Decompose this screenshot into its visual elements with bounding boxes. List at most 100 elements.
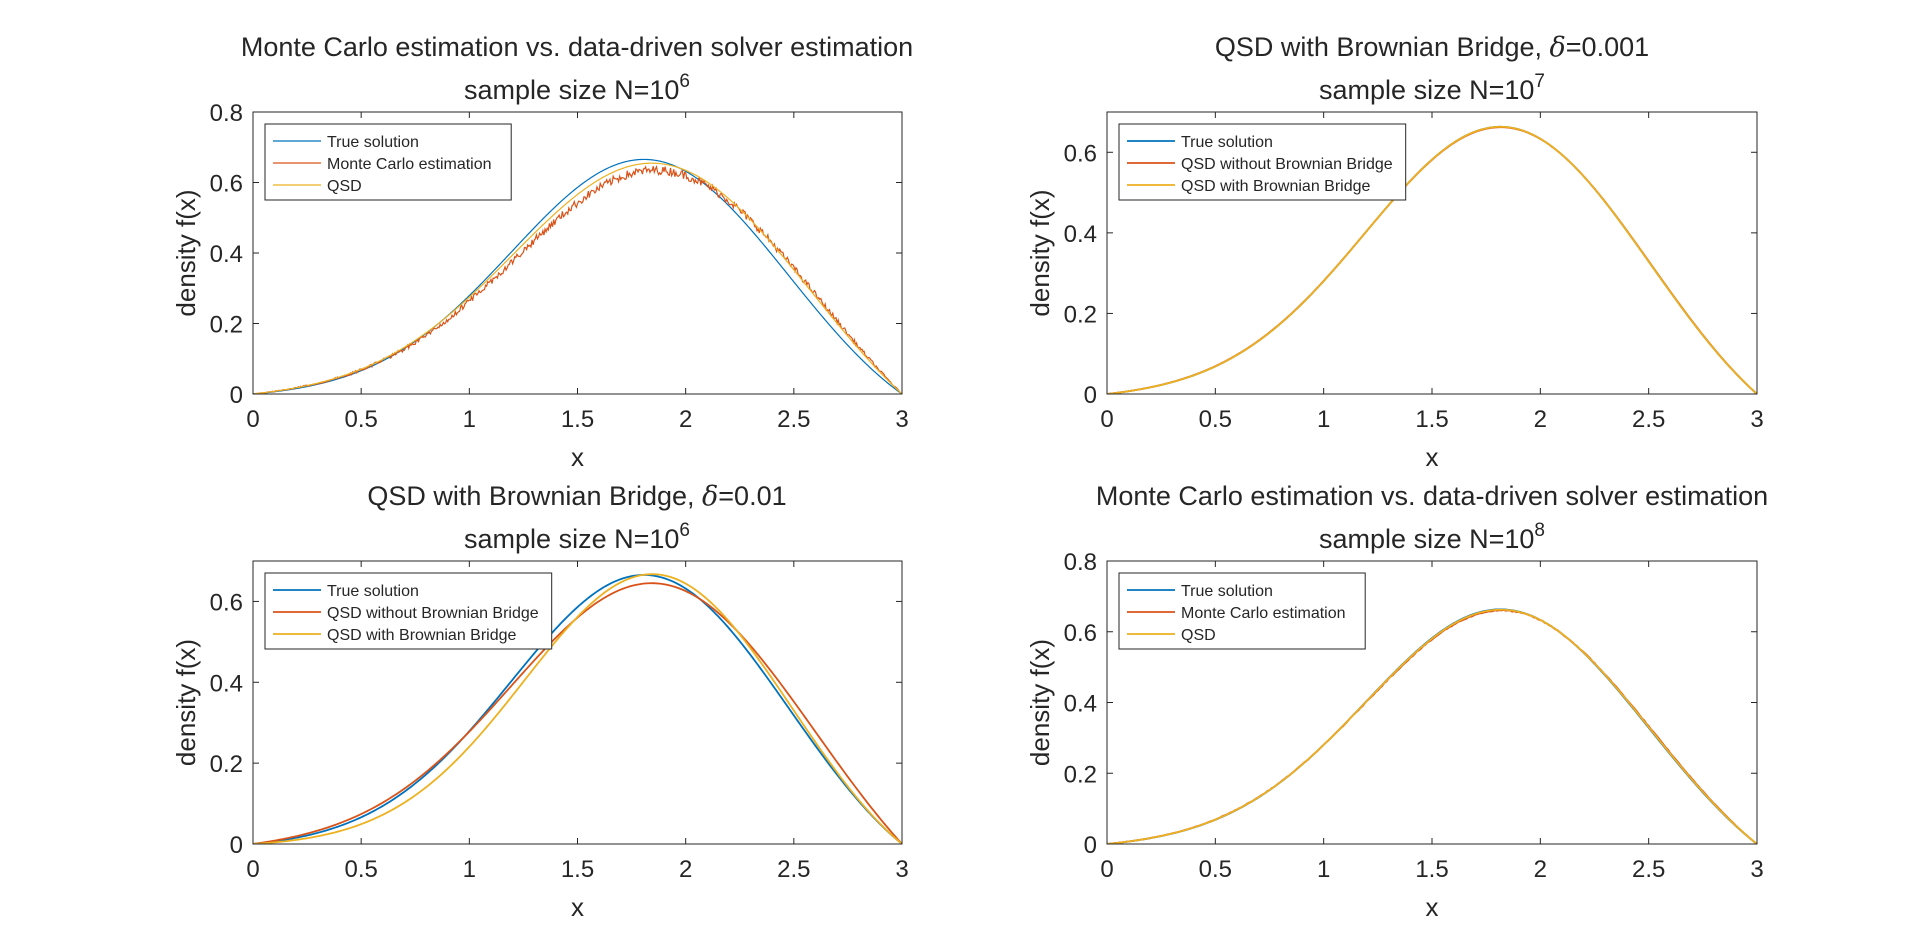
legend-label: QSD without Brownian Bridge [1181, 156, 1393, 173]
y-axis-label: density f(x) [171, 639, 201, 766]
subplot-3: QSD with Brownian Bridge, δ=0.01 sample s… [171, 481, 909, 922]
y-tick-label: 0.8 [1064, 549, 1097, 576]
legend-label: QSD with Brownian Bridge [327, 627, 517, 644]
chart-subtitle-text: sample size N=10 [464, 524, 679, 554]
legend-box [264, 572, 553, 650]
y-tick-label: 0.8 [210, 100, 243, 127]
series-line-qsd [253, 162, 902, 394]
legend-label: True solution [1181, 134, 1273, 151]
legend-box [1118, 123, 1407, 201]
y-tick-label: 0 [1084, 832, 1097, 859]
chart-subtitle-exponent: 7 [1534, 71, 1545, 92]
x-tick-label: 0 [246, 856, 259, 883]
axes-box [252, 560, 903, 845]
legend-label: True solution [1181, 583, 1273, 600]
y-axis-label: density f(x) [1025, 639, 1055, 766]
x-axis-label: x [571, 442, 584, 472]
delta-symbol: δ [1550, 32, 1566, 63]
series-line-qsd-with-brownian-bridge [253, 573, 902, 844]
legend-box [1118, 572, 1366, 650]
x-tick-label: 2.5 [777, 856, 810, 883]
chart-subtitle: sample size N=106 [464, 520, 690, 554]
x-tick-label: 3 [895, 406, 908, 433]
legend-label: Monte Carlo estimation [327, 156, 492, 173]
legend-box [264, 123, 512, 201]
y-tick-label: 0 [1084, 382, 1097, 409]
legend-label: QSD [327, 178, 362, 195]
legend-label: Monte Carlo estimation [1181, 605, 1346, 622]
x-tick-label: 1.5 [1415, 406, 1448, 433]
subplot-4: Monte Carlo estimation vs. data-driven s… [1025, 481, 1768, 922]
x-tick-label: 2 [679, 856, 692, 883]
x-tick-label: 3 [895, 856, 908, 883]
x-tick-label: 1 [463, 856, 476, 883]
legend: True solution Monte Carlo estimation QSD [264, 123, 512, 201]
subplot-1: Monte Carlo estimation vs. data-driven s… [171, 32, 913, 472]
x-tick-label: 0.5 [344, 406, 377, 433]
x-tick-label: 1.5 [561, 856, 594, 883]
chart-title: QSD with Brownian Bridge, δ=0.01 [367, 481, 786, 512]
x-axis-label: x [1426, 892, 1439, 922]
axes-box [252, 111, 903, 395]
x-tick-label: 2.5 [1632, 406, 1665, 433]
y-tick-label: 0.2 [1064, 761, 1097, 788]
y-tick-label: 0.2 [1064, 301, 1097, 328]
x-tick-label: 1.5 [561, 406, 594, 433]
y-tick-label: 0.2 [210, 312, 243, 339]
y-tick-label: 0.4 [210, 241, 243, 268]
legend-label: True solution [327, 134, 419, 151]
x-tick-label: 2 [679, 406, 692, 433]
x-tick-label: 2.5 [777, 406, 810, 433]
legend: True solution Monte Carlo estimation QSD [1118, 572, 1366, 650]
x-axis-label: x [1426, 442, 1439, 472]
chart-title: QSD with Brownian Bridge, δ=0.001 [1215, 32, 1649, 63]
series-line-monte-carlo-estimation [253, 164, 902, 394]
x-tick-label: 0.5 [344, 856, 377, 883]
legend: True solution QSD without Brownian Bridge… [264, 572, 553, 650]
x-tick-label: 2 [1534, 856, 1547, 883]
chart-title: Monte Carlo estimation vs. data-driven s… [1096, 481, 1768, 511]
chart-title-part: QSD with Brownian Bridge, [1215, 32, 1550, 62]
chart-title-part: =0.001 [1566, 32, 1649, 62]
legend-label: QSD with Brownian Bridge [1181, 178, 1371, 195]
legend: True solution QSD without Brownian Bridge… [1118, 123, 1407, 201]
y-tick-label: 0.6 [1064, 620, 1097, 647]
y-axis-label: density f(x) [171, 189, 201, 316]
chart-subtitle-text: sample size N=10 [464, 75, 679, 105]
x-tick-label: 1 [1317, 406, 1330, 433]
y-tick-label: 0.6 [210, 171, 243, 198]
chart-subtitle-exponent: 6 [679, 520, 690, 541]
subplot-2: QSD with Brownian Bridge, δ=0.001 sample … [1025, 32, 1764, 472]
x-axis-label: x [571, 892, 584, 922]
x-tick-label: 0.5 [1199, 406, 1232, 433]
x-tick-label: 0.5 [1199, 856, 1232, 883]
series-line-qsd [1107, 608, 1757, 844]
chart-subtitle: sample size N=106 [464, 71, 690, 105]
x-tick-label: 0 [1100, 856, 1113, 883]
legend-label: True solution [327, 583, 419, 600]
chart-subtitle-exponent: 6 [679, 71, 690, 92]
chart-subtitle: sample size N=107 [1319, 71, 1545, 105]
axes-box [1106, 560, 1758, 845]
chart-title: Monte Carlo estimation vs. data-driven s… [241, 32, 913, 62]
y-axis-label: density f(x) [1025, 189, 1055, 316]
x-tick-label: 3 [1750, 856, 1763, 883]
chart-subtitle-text: sample size N=10 [1319, 75, 1534, 105]
x-tick-label: 0 [246, 406, 259, 433]
y-tick-label: 0 [230, 832, 243, 859]
y-tick-label: 0.2 [210, 751, 243, 778]
delta-symbol: δ [702, 481, 718, 512]
chart-subtitle: sample size N=108 [1319, 520, 1545, 554]
x-tick-label: 1.5 [1415, 856, 1448, 883]
chart-subtitle-exponent: 8 [1534, 520, 1545, 541]
x-tick-label: 1 [1317, 856, 1330, 883]
legend-label: QSD without Brownian Bridge [327, 605, 539, 622]
x-tick-label: 2 [1534, 406, 1547, 433]
y-tick-label: 0.4 [1064, 691, 1097, 718]
series-line-true-solution [253, 574, 902, 844]
x-tick-label: 0 [1100, 406, 1113, 433]
chart-title-part: QSD with Brownian Bridge, [367, 481, 702, 511]
y-tick-label: 0.6 [1064, 140, 1097, 167]
x-tick-label: 3 [1750, 406, 1763, 433]
x-tick-label: 1 [463, 406, 476, 433]
